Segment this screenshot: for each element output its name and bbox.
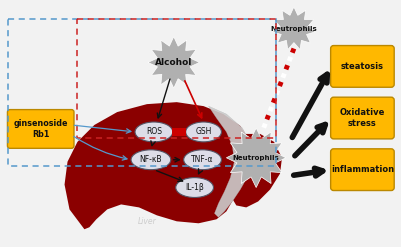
Text: Liver: Liver [138, 217, 156, 226]
Text: NF-κB: NF-κB [140, 155, 162, 164]
Polygon shape [230, 134, 282, 207]
Text: Oxidative
stress: Oxidative stress [340, 108, 385, 128]
FancyBboxPatch shape [331, 97, 394, 139]
Text: inflammation: inflammation [331, 165, 394, 174]
Text: TNF-α: TNF-α [191, 155, 214, 164]
Text: IL-1β: IL-1β [185, 183, 204, 192]
Text: Neutrophils: Neutrophils [233, 155, 279, 161]
Bar [8, 19, 276, 166]
Ellipse shape [135, 122, 173, 142]
Ellipse shape [186, 122, 221, 142]
FancyBboxPatch shape [331, 45, 394, 87]
FancyBboxPatch shape [8, 110, 74, 148]
Text: Alcohol: Alcohol [155, 58, 192, 67]
Bar [172, 128, 186, 136]
Ellipse shape [131, 150, 171, 170]
Text: GSH: GSH [195, 127, 212, 136]
Text: ROS: ROS [146, 127, 162, 136]
FancyBboxPatch shape [331, 149, 394, 190]
Ellipse shape [176, 178, 213, 197]
Polygon shape [65, 102, 253, 229]
Polygon shape [148, 37, 200, 88]
Polygon shape [272, 7, 316, 50]
Polygon shape [209, 106, 253, 217]
Polygon shape [227, 128, 286, 187]
Ellipse shape [184, 150, 221, 170]
Bar [77, 19, 276, 138]
Text: steatosis: steatosis [341, 62, 384, 71]
Text: ginsenoside
Rb1: ginsenoside Rb1 [14, 119, 68, 139]
Text: Neutrophils: Neutrophils [271, 26, 317, 32]
